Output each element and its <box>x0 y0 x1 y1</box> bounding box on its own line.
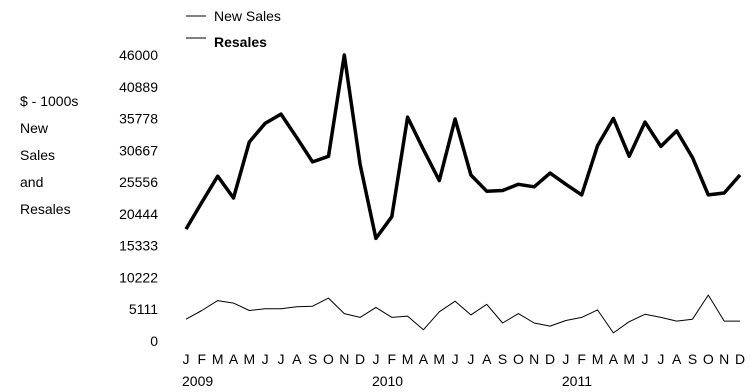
x-tick-label: J <box>183 351 190 367</box>
legend-label-new-sales: New Sales <box>214 8 281 24</box>
x-tick-label: S <box>498 351 507 367</box>
x-tick-label: J <box>562 351 569 367</box>
x-tick-label: D <box>355 351 365 367</box>
y-axis-label-line-2: New <box>20 120 49 136</box>
x-tick-label: A <box>482 351 492 367</box>
x-tick-label: M <box>433 351 445 367</box>
y-tick-label: 30667 <box>119 142 158 158</box>
x-tick-label: A <box>419 351 429 367</box>
x-tick-label: M <box>243 351 255 367</box>
y-tick-label: 40889 <box>119 79 158 95</box>
y-tick-label: 5111 <box>129 301 158 317</box>
x-tick-label: N <box>719 351 729 367</box>
y-tick-label: 35778 <box>119 111 158 127</box>
x-tick-label: O <box>703 351 714 367</box>
x-tick-label: O <box>323 351 334 367</box>
x-tick-label: S <box>308 351 317 367</box>
x-tick-label: S <box>688 351 697 367</box>
x-tick-label: J <box>277 351 284 367</box>
y-tick-label: 20444 <box>119 206 158 222</box>
series-line-resales <box>184 53 742 241</box>
x-tick-label: O <box>513 351 524 367</box>
y-axis-label-line-4: and <box>20 174 43 190</box>
year-label: 2009 <box>182 373 213 389</box>
y-axis-label: $ - 1000s New Sales and Resales <box>20 93 78 217</box>
y-tick-label: 10222 <box>119 269 158 285</box>
x-tick-label: D <box>545 351 555 367</box>
x-tick-label: N <box>529 351 539 367</box>
x-tick-label: D <box>735 351 745 367</box>
x-tick-label: J <box>657 351 664 367</box>
x-tick-label: M <box>592 351 604 367</box>
x-tick-label: A <box>609 351 619 367</box>
plot-area <box>184 53 742 334</box>
y-axis-ticks: 0 5111 10222 15333 20444 25556 30667 35778 40889… <box>119 47 158 349</box>
x-tick-label: M <box>402 351 414 367</box>
x-tick-label: F <box>198 351 207 367</box>
y-tick-label: 15333 <box>119 238 158 254</box>
x-tick-label: J <box>452 351 459 367</box>
y-tick-label: 0 <box>150 333 158 349</box>
year-label: 2011 <box>562 373 592 389</box>
legend-label-resales: Resales <box>214 34 267 50</box>
x-tick-label: J <box>642 351 649 367</box>
year-label: 2010 <box>372 373 403 389</box>
x-tick-label: J <box>467 351 474 367</box>
x-tick-label: J <box>372 351 379 367</box>
y-tick-label: 25556 <box>119 174 158 190</box>
x-tick-label: M <box>623 351 635 367</box>
x-tick-label: A <box>672 351 682 367</box>
y-axis-label-line-5: Resales <box>20 201 71 217</box>
x-tick-label: F <box>387 351 396 367</box>
legend: New Sales Resales <box>186 8 281 50</box>
y-axis-label-line-1: $ - 1000s <box>20 93 78 109</box>
series-line-new-sales <box>185 294 740 334</box>
x-tick-label: M <box>212 351 224 367</box>
y-axis-label-line-3: Sales <box>20 147 55 163</box>
year-labels: 2009 2010 2011 <box>182 373 592 389</box>
x-tick-label: A <box>229 351 239 367</box>
y-tick-label: 46000 <box>119 47 158 63</box>
x-tick-label: A <box>292 351 302 367</box>
x-tick-label: J <box>262 351 269 367</box>
x-tick-label: F <box>577 351 586 367</box>
x-tick-label: N <box>339 351 349 367</box>
